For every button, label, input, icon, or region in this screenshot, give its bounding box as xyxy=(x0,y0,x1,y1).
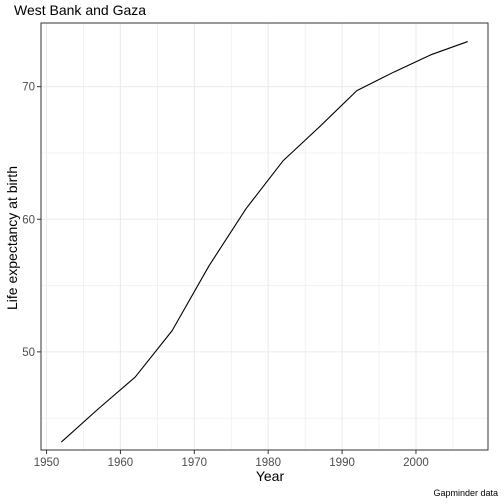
x-tick-label: 1990 xyxy=(329,457,355,469)
x-tick-label: 2000 xyxy=(403,457,429,469)
y-tick-label: 50 xyxy=(22,347,35,359)
x-axis-label: Year xyxy=(256,468,285,484)
y-tick-label: 70 xyxy=(22,82,35,94)
chart-title: West Bank and Gaza xyxy=(14,2,146,18)
x-tick-label: 1970 xyxy=(182,457,208,469)
y-tick-label: 60 xyxy=(22,214,35,226)
caption: Gapminder data xyxy=(433,488,498,498)
x-tick-label: 1950 xyxy=(34,457,60,469)
y-axis-label: Life expectancy at birth xyxy=(4,166,20,310)
x-tick-label: 1960 xyxy=(108,457,134,469)
